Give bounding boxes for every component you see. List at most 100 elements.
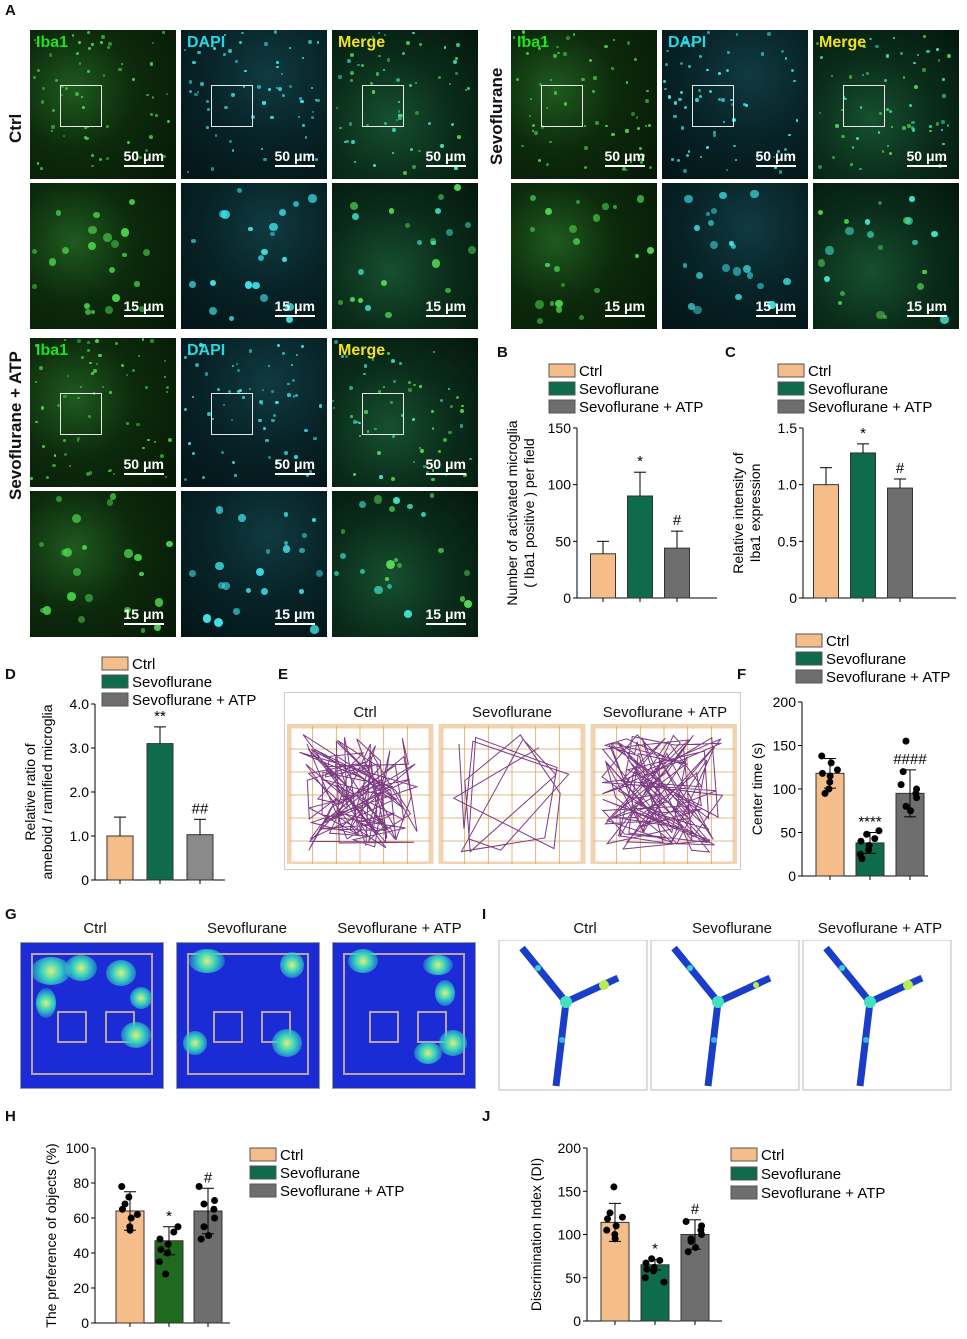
cell xyxy=(634,58,638,62)
y-tick-label: 0 xyxy=(81,872,89,888)
y-axis-label: Relative ratio of xyxy=(22,743,38,840)
cell xyxy=(244,281,253,290)
cell xyxy=(260,248,268,256)
cell xyxy=(307,39,312,44)
cell xyxy=(529,98,532,101)
cell xyxy=(869,37,872,41)
y-tick-label: 150 xyxy=(558,1183,582,1199)
cell xyxy=(555,306,563,313)
hotspot xyxy=(414,1042,442,1064)
data-point xyxy=(899,768,907,776)
heatmap xyxy=(332,942,476,1089)
ymaze-hotspot xyxy=(687,965,693,971)
cell xyxy=(393,557,398,562)
cell xyxy=(282,93,286,98)
y-tick-label: 0 xyxy=(789,590,797,606)
cell xyxy=(188,570,196,578)
cell xyxy=(784,57,788,60)
cell xyxy=(886,108,889,111)
heatmap xyxy=(20,942,164,1089)
cell xyxy=(445,473,448,477)
cell xyxy=(245,588,251,594)
cell xyxy=(681,126,685,130)
cell xyxy=(88,46,92,50)
cell xyxy=(238,40,242,44)
cell xyxy=(86,471,90,476)
cell xyxy=(730,102,734,107)
cell xyxy=(795,119,799,123)
arena-border xyxy=(343,953,465,1075)
cell xyxy=(636,195,645,203)
legend-swatch-atp xyxy=(795,669,823,684)
significance-label: * xyxy=(166,1208,172,1225)
cell xyxy=(695,97,700,102)
cell xyxy=(60,93,64,96)
cell xyxy=(579,315,585,321)
scale-bar-label: 50 μm xyxy=(123,148,164,164)
ymaze-hotspot xyxy=(599,980,609,990)
y-tick-label: 100 xyxy=(548,477,572,493)
cell xyxy=(431,477,435,482)
significance-label: # xyxy=(204,1169,213,1186)
scale-bar-label: 15 μm xyxy=(123,606,164,622)
track-path xyxy=(299,734,419,851)
cell xyxy=(667,95,672,100)
cell xyxy=(447,388,450,391)
cell xyxy=(75,51,79,55)
cell xyxy=(120,62,124,66)
cell xyxy=(538,82,542,86)
chart-j: 0 50 100 150 200 Discrimination Index (DI) * # C… xyxy=(528,1140,885,1329)
cell xyxy=(285,315,293,323)
cell xyxy=(199,343,204,348)
ymaze-arm-bottom xyxy=(552,1001,570,1087)
channel-label: Iba1 xyxy=(517,34,550,51)
data-point xyxy=(871,835,879,843)
cell xyxy=(90,42,95,46)
cell xyxy=(942,94,946,98)
cell xyxy=(42,606,52,615)
hotspot xyxy=(106,960,136,986)
cell xyxy=(275,60,280,64)
cell xyxy=(700,155,703,158)
cell xyxy=(866,71,869,75)
data-point xyxy=(155,1258,163,1266)
cell xyxy=(706,69,709,72)
legend-swatch-atp xyxy=(730,1185,758,1200)
cell xyxy=(699,54,703,58)
open-field-title-sevo: Sevoflurane xyxy=(471,704,553,721)
micrograph-merge-overview: Merge 50 μm xyxy=(332,30,478,179)
panel-label-g: G xyxy=(5,906,17,923)
cell xyxy=(353,160,357,163)
data-point xyxy=(648,1255,656,1263)
cell xyxy=(281,351,285,355)
cell xyxy=(232,364,235,368)
legend-swatch-ctrl xyxy=(101,656,129,671)
y-tick-label: 50 xyxy=(555,533,571,549)
cell xyxy=(914,84,919,89)
cell xyxy=(440,144,445,149)
scale-bar-line xyxy=(274,315,315,317)
cell xyxy=(80,386,83,389)
cell xyxy=(191,451,196,456)
cell xyxy=(112,472,116,476)
cell xyxy=(440,398,444,402)
cell xyxy=(283,512,289,518)
cell xyxy=(778,170,783,174)
data-point xyxy=(603,1215,611,1223)
data-point xyxy=(863,830,871,838)
cell xyxy=(259,400,264,405)
cell xyxy=(295,353,298,357)
cell xyxy=(42,445,46,449)
channel-label: Iba1 xyxy=(36,342,69,359)
legend-label-sevo: Sevoflurane xyxy=(579,381,659,398)
cell xyxy=(166,92,169,96)
cell xyxy=(236,368,240,372)
cell xyxy=(630,112,635,117)
object-square xyxy=(57,1011,87,1043)
cell xyxy=(87,31,91,35)
y-axis-label: Number of activated microglia xyxy=(504,420,520,605)
cell xyxy=(350,78,353,82)
scale-bar-line xyxy=(906,315,947,317)
scale-bar: 15 μm xyxy=(274,606,315,625)
cell xyxy=(188,442,192,446)
